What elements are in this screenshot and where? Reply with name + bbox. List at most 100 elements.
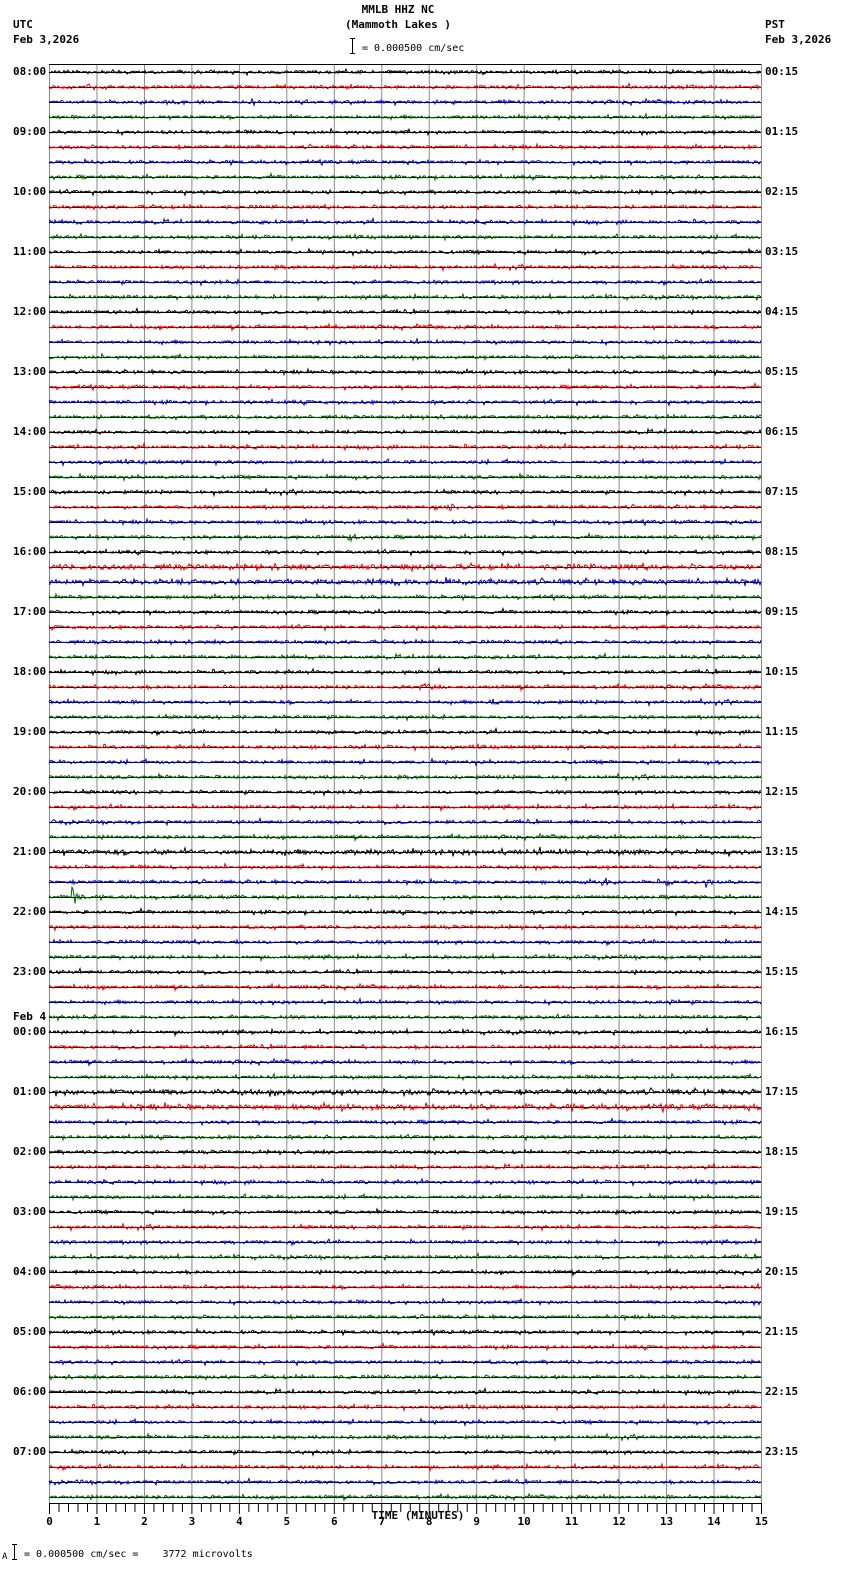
seismic-trace <box>48 216 762 227</box>
seismic-trace <box>48 1043 762 1051</box>
left-hour-label: 22:00 <box>13 905 47 918</box>
seismic-trace <box>48 322 762 333</box>
right-hour-label: 13:15 <box>765 845 799 858</box>
seismic-trace <box>48 862 762 872</box>
right-hour-label: 02:15 <box>765 185 799 198</box>
seismic-trace <box>48 1476 762 1487</box>
seismic-trace <box>48 171 762 182</box>
seismic-trace <box>48 157 762 167</box>
seismic-trace <box>48 877 762 888</box>
date-change-label: Feb 4 <box>13 1010 47 1023</box>
right-hour-label: 18:15 <box>765 1145 799 1158</box>
left-hour-label: 21:00 <box>13 845 47 858</box>
left-hour-label: 13:00 <box>13 365 47 378</box>
left-hour-label: 08:00 <box>13 65 47 78</box>
x-tick-label: 13 <box>659 1515 674 1528</box>
seismic-trace <box>48 352 762 362</box>
seismic-trace <box>48 547 762 557</box>
seismic-trace <box>48 1358 762 1367</box>
seismic-trace <box>48 503 762 512</box>
left-hour-label: 01:00 <box>13 1085 47 1098</box>
right-hour-label: 01:15 <box>765 125 799 138</box>
right-hour-label: 19:15 <box>765 1205 799 1218</box>
seismic-trace <box>48 1026 762 1038</box>
seismic-trace <box>48 337 762 347</box>
seismic-trace <box>48 623 762 632</box>
left-timezone: UTC <box>13 18 33 31</box>
right-hour-label: 14:15 <box>765 905 799 918</box>
left-hour-label: 03:00 <box>13 1205 47 1218</box>
right-hour-label: 20:15 <box>765 1265 799 1278</box>
station-title: MMLB HHZ NC <box>361 3 435 16</box>
left-hour-label: 18:00 <box>13 665 47 678</box>
seismic-trace <box>48 232 762 243</box>
seismic-trace <box>48 1462 762 1473</box>
seismic-trace <box>48 1282 762 1292</box>
scale-bar-icon <box>350 38 355 54</box>
seismic-trace <box>48 262 762 273</box>
x-tick-label: 12 <box>612 1515 626 1528</box>
seismic-trace <box>48 561 762 573</box>
footer-scale-bar-icon <box>12 1544 17 1560</box>
seismic-trace <box>48 1432 761 1443</box>
seismic-trace <box>48 1207 762 1216</box>
seismic-trace <box>48 651 762 661</box>
left-hour-label: 04:00 <box>13 1265 47 1278</box>
x-tick-label: 10 <box>517 1515 531 1528</box>
right-hour-label: 10:15 <box>765 665 799 678</box>
seismic-trace <box>48 1177 762 1188</box>
right-hour-label: 11:15 <box>765 725 799 738</box>
left-hour-label: 14:00 <box>13 425 47 438</box>
x-axis-title: TIME (MINUTES) <box>371 1509 465 1522</box>
left-hour-label: 23:00 <box>13 965 47 978</box>
x-tick-label: 15 <box>754 1515 769 1528</box>
seismic-trace <box>48 1267 762 1278</box>
seismic-trace <box>48 937 762 947</box>
seismic-trace <box>48 203 762 211</box>
seismic-trace <box>48 97 762 108</box>
seismic-trace <box>48 885 762 904</box>
left-hour-label: 07:00 <box>13 1445 47 1458</box>
right-hour-label: 04:15 <box>765 305 799 318</box>
seismic-trace <box>48 1402 762 1413</box>
seismic-trace <box>48 278 762 288</box>
x-tick-label: 2 <box>141 1515 148 1528</box>
x-tick-label: 9 <box>473 1515 480 1528</box>
seismic-trace <box>48 531 762 543</box>
seismic-trace <box>48 1237 762 1248</box>
right-hour-label: 05:15 <box>765 365 799 378</box>
seismic-trace <box>48 682 762 693</box>
left-hour-label: 10:00 <box>13 185 47 198</box>
left-hour-label: 11:00 <box>13 245 47 258</box>
seismic-trace <box>48 292 762 303</box>
seismic-trace <box>48 1148 762 1157</box>
left-hour-label: 09:00 <box>13 125 47 138</box>
seismic-trace <box>48 367 762 377</box>
seismic-trace <box>48 772 762 783</box>
x-tick-label: 11 <box>565 1515 579 1528</box>
seismic-trace <box>48 757 761 767</box>
x-tick-label: 0 <box>46 1515 53 1528</box>
seismic-trace <box>48 1086 762 1098</box>
seismic-trace <box>48 1312 762 1322</box>
seismic-trace <box>48 1297 762 1307</box>
seismic-trace <box>48 1448 762 1458</box>
seismic-trace <box>48 457 762 468</box>
seismic-trace <box>48 802 762 813</box>
seismic-trace <box>48 923 762 932</box>
seismic-trace <box>48 576 762 588</box>
seismic-trace <box>48 1116 762 1127</box>
right-hour-label: 06:15 <box>765 425 799 438</box>
station-location: (Mammoth Lakes ) <box>345 18 451 31</box>
right-hour-label: 23:15 <box>765 1445 799 1458</box>
seismic-trace <box>48 1161 762 1171</box>
seismic-trace <box>48 397 762 407</box>
seismic-trace <box>48 697 762 708</box>
seismic-trace <box>48 427 762 436</box>
x-tick-label: 7 <box>378 1515 386 1528</box>
left-hour-label: 16:00 <box>13 545 47 558</box>
right-hour-label: 08:15 <box>765 545 799 558</box>
seismic-trace <box>48 441 762 452</box>
right-hour-label: 21:15 <box>765 1325 799 1338</box>
left-date: Feb 3,2026 <box>13 33 80 46</box>
